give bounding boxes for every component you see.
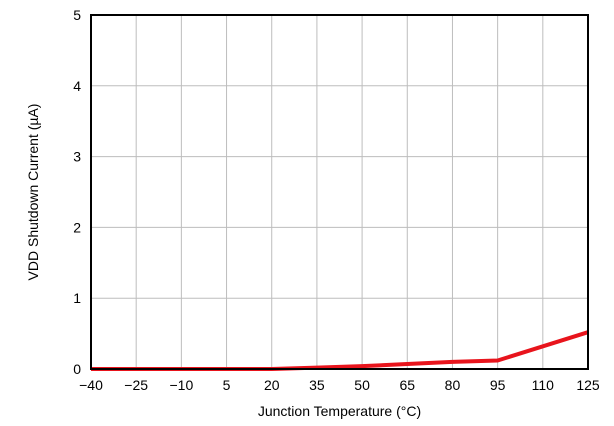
x-tick-label: −10: [169, 377, 193, 393]
x-tick-label: −40: [79, 377, 103, 393]
x-tick-label: 110: [532, 377, 555, 393]
y-tick-label: 2: [73, 219, 81, 235]
plot-frame: [90, 14, 589, 370]
x-tick-label: 50: [354, 377, 370, 393]
x-tick-label: 125: [576, 377, 600, 393]
x-tick-label: 20: [264, 377, 280, 393]
x-axis-title: Junction Temperature (°C): [258, 403, 421, 419]
y-tick-label: 5: [73, 7, 81, 23]
grid: [90, 14, 589, 370]
y-tick-label: 0: [73, 361, 81, 377]
x-tick-labels: −40 −25 −10 5 20 35 50 65 80 95 110 125: [79, 377, 600, 393]
series-layer: [91, 330, 589, 371]
y-axis-title: VDD Shutdown Current (µA): [25, 104, 41, 281]
y-tick-label: 3: [73, 149, 81, 165]
y-tick-label: 4: [73, 78, 81, 94]
x-tick-label: 95: [490, 377, 506, 393]
x-tick-label: 5: [223, 377, 231, 393]
x-tick-label: 35: [309, 377, 325, 393]
y-tick-label: 1: [73, 290, 81, 306]
x-tick-label: 80: [445, 377, 461, 393]
x-tick-label: 65: [399, 377, 415, 393]
y-tick-labels: 0 1 2 3 4 5: [73, 7, 81, 377]
series-line: [91, 330, 589, 371]
x-tick-label: −25: [124, 377, 148, 393]
